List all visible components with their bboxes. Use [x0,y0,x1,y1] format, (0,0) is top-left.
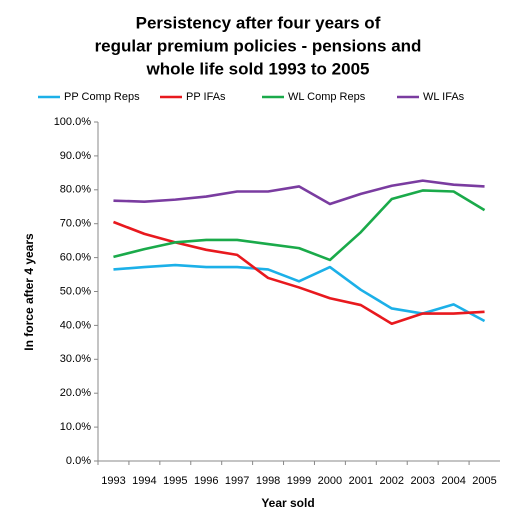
y-tick-label: 60.0% [60,252,91,264]
y-axis-title: In force after 4 years [22,233,36,351]
y-tick-label: 100.0% [54,116,92,128]
x-tick-label: 1999 [287,475,311,487]
y-tick-label: 80.0% [60,184,91,196]
series-line [113,179,485,206]
y-tick-label: 30.0% [60,353,91,365]
x-tick-label: 1996 [194,475,218,487]
x-tick-label: 2003 [410,475,434,487]
x-tick-label: 2004 [441,475,465,487]
legend-label: PP Comp Reps [64,91,140,103]
series-line [112,220,485,326]
x-tick-label: 1997 [225,475,249,487]
legend-label: PP IFAs [186,91,226,103]
y-tick-label: 10.0% [60,421,91,433]
x-tick-label: 2005 [472,475,496,487]
x-tick-label: 1998 [256,475,280,487]
y-tick-label: 40.0% [60,319,91,331]
y-tick-label: 20.0% [60,387,91,399]
x-tick-label: 2000 [318,475,342,487]
chart-title: regular premium policies - pensions and [95,36,422,55]
legend-label: WL IFAs [423,91,465,103]
x-tick-label: 1994 [132,475,156,487]
x-tick-label: 1993 [101,475,125,487]
x-tick-label: 2002 [380,475,404,487]
series-line [113,189,486,262]
y-tick-label: 90.0% [60,150,91,162]
x-tick-label: 1995 [163,475,187,487]
y-tick-label: 50.0% [60,285,91,297]
chart-title: whole life sold 1993 to 2005 [146,59,370,78]
x-tick-label: 2001 [349,475,373,487]
legend-label: WL Comp Reps [288,91,366,103]
chart-title: Persistency after four years of [136,13,381,32]
y-tick-label: 70.0% [60,218,91,230]
y-tick-label: 0.0% [66,455,91,467]
x-axis-title: Year sold [261,496,314,510]
